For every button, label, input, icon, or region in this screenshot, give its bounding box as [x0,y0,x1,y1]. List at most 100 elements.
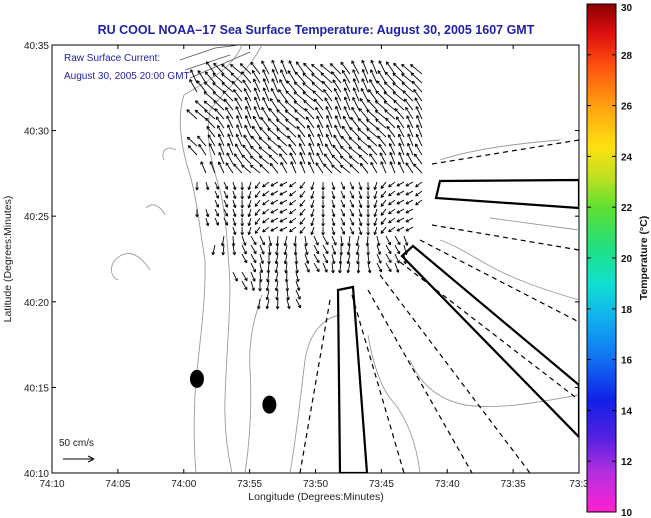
current-vector [320,64,333,75]
current-vector [392,82,405,93]
current-vector [289,199,297,206]
current-vector [212,72,225,84]
current-vector [366,128,378,138]
current-vector [231,81,243,93]
current-vector [375,118,387,129]
current-vector [311,181,315,190]
current-vector [248,190,252,199]
current-vector-head [293,100,296,105]
current-vector [275,262,279,273]
current-vector [356,235,360,246]
current-vector [340,135,351,147]
current-vector-head [331,71,333,75]
current-vector-head [258,146,261,150]
current-vector [366,109,378,120]
current-vector-head [299,213,303,216]
current-vector-head [380,204,385,207]
current-vector-head [241,232,245,236]
current-vector [206,61,216,75]
current-vector [276,245,279,256]
current-vector-head [357,261,360,265]
current-vector-head [313,98,316,103]
current-vector [195,100,207,111]
current-vector [285,263,288,274]
current-vector [358,199,362,208]
current-vector [203,91,216,102]
current-vector-head [284,261,288,265]
current-vector [221,63,234,75]
colorbar-tick-label: 24 [621,152,633,163]
current-vector-head [333,260,336,264]
current-vector-head [356,252,360,256]
current-vector-head [197,135,199,140]
current-vector-head [267,146,270,150]
current-vector [205,181,209,190]
current-vector [335,115,342,129]
current-vector-head [366,128,369,132]
current-vector [322,262,328,273]
current-vector [284,244,288,255]
current-vector [380,161,387,174]
current-vector-head [268,108,271,112]
current-vector [347,262,351,273]
current-vector [303,100,315,111]
current-vector [411,80,423,93]
current-vector [270,226,279,232]
current-vector [415,143,423,156]
current-vector [321,80,333,93]
current-vector-head [276,119,279,123]
current-vector-head [234,186,237,190]
current-vector [340,226,345,235]
current-vector [349,190,354,199]
current-vector [366,236,369,247]
current-vector [302,72,315,84]
current-vector [389,152,396,165]
current-vector [266,280,270,291]
current-vector [245,106,252,120]
current-vector-head [331,154,334,159]
current-vector-head [369,269,372,273]
colorbar-tick-label: 10 [621,508,633,518]
current-vector [311,199,315,208]
current-vector [331,208,335,217]
current-vector [308,152,315,165]
current-vector-head [360,195,363,199]
current-vector [218,133,225,147]
current-vector-head [340,146,342,150]
current-vector [270,199,279,205]
current-vector [279,190,288,196]
current-vector [214,181,219,190]
current-vector [357,263,360,274]
current-vector [232,181,236,190]
current-vector [369,79,378,93]
current-vector [285,109,297,120]
current-vector [280,69,288,84]
current-vector [279,199,288,205]
current-vector [295,289,301,300]
current-vector-head [332,270,335,274]
current-vector-head [392,91,395,95]
current-vector [296,126,306,138]
colorbar-tick-label: 20 [621,254,633,265]
current-vector-head [348,146,351,150]
current-vector-head [401,64,404,68]
current-vector [223,217,228,226]
current-vector [272,69,279,84]
station-marker [189,369,204,388]
current-vector [299,152,306,165]
x-tick-label: 73:3 [569,479,589,490]
current-vector [268,235,272,246]
current-vector [248,181,252,190]
current-vector [405,181,414,187]
current-vector-head [248,223,252,227]
current-vector [276,119,288,129]
current-vector-head [205,118,207,122]
current-vector-head [253,287,255,291]
current-vector-head [302,82,305,86]
current-vector [384,71,396,84]
current-vector [316,152,324,165]
current-vector [223,199,228,208]
current-vector [415,181,423,188]
current-vector [331,217,335,226]
